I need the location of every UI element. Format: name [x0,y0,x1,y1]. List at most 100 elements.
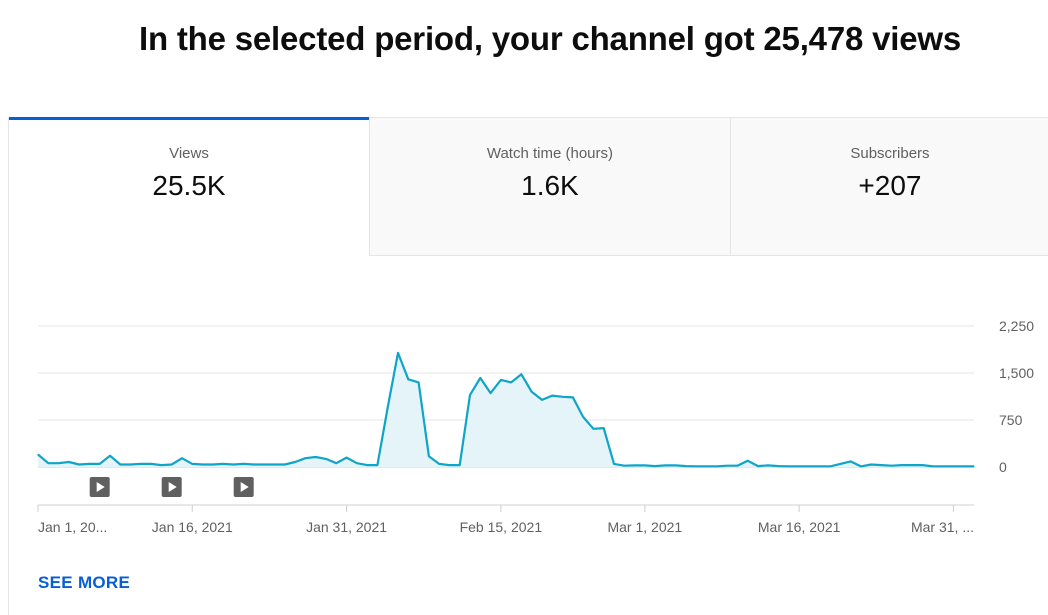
x-tick-label: Jan 16, 2021 [152,519,233,535]
y-tick-label: 1,500 [999,365,1034,381]
data-point [921,464,924,466]
data-point [551,394,553,397]
data-point [942,465,944,467]
data-point [726,465,728,467]
video-marker-play-icon[interactable] [233,477,254,497]
data-point [387,406,389,409]
data-point [129,463,132,466]
series-area [38,352,974,467]
data-point [489,392,492,394]
data-point [880,464,883,466]
page-title: In the selected period, your channel got… [138,20,961,57]
data-point [376,464,379,466]
data-point [695,465,697,467]
x-tick-label: Jan 1, 20... [38,519,107,535]
data-point [57,462,60,464]
data-point [417,381,420,383]
data-point [603,427,605,429]
y-tick-label: 750 [999,412,1023,428]
tab-watch-time[interactable]: Watch time (hours) 1.6K [368,117,730,256]
data-point [253,463,255,466]
data-point [68,461,70,463]
data-point [448,464,451,466]
data-point [510,381,512,383]
data-point [860,465,862,467]
data-point [520,373,523,375]
data-point [428,455,430,457]
data-point [160,464,163,466]
x-tick-label: Jan 31, 2021 [306,519,387,535]
video-marker-play-icon[interactable] [161,477,182,497]
tab-views-label: Views [169,145,209,162]
data-point [88,463,91,465]
data-point [366,464,368,466]
data-point [304,457,307,459]
data-point [325,458,327,460]
x-tick-label: Feb 15, 2021 [460,519,543,535]
data-point [736,465,739,467]
data-point [633,464,636,467]
data-point [757,465,759,467]
data-point [201,463,204,466]
tab-subscribers[interactable]: Subscribers +207 [729,117,1048,256]
tab-watch-time-label: Watch time (hours) [486,145,613,162]
data-point [664,464,667,467]
data-point [705,465,708,467]
y-tick-label: 2,250 [999,318,1034,334]
data-point [582,416,584,418]
data-point [356,462,358,464]
tab-subscribers-label: Subscribers [850,145,930,162]
data-point [140,463,142,465]
data-point [438,463,440,465]
video-marker-play-icon[interactable] [89,477,110,497]
data-point [191,463,193,465]
data-point [808,465,811,467]
data-point [181,457,183,459]
series-line [37,351,974,468]
data-point [243,463,245,465]
tab-watch-time-value: 1.6K [521,170,579,201]
data-point [839,463,841,465]
data-point [654,465,656,467]
data-point [99,463,101,465]
data-point [397,352,399,354]
data-point [37,453,39,456]
data-point [232,463,235,466]
data-point [541,399,543,401]
data-point [685,465,687,467]
data-point [716,465,718,467]
data-point [531,391,533,393]
data-point [819,465,821,467]
data-point [171,463,173,466]
data-point [798,465,800,467]
data-point [561,396,564,398]
data-point [479,377,481,379]
y-tick-label: 0 [999,459,1007,475]
data-point [675,464,677,467]
data-point [777,465,780,467]
data-point [963,465,965,467]
data-point [469,394,471,396]
data-point [273,463,276,466]
tab-subscribers-value: +207 [858,170,922,201]
tab-views-value: 25.5K [152,170,226,201]
data-point [849,460,852,462]
data-point [47,462,49,464]
data-point [284,463,286,466]
data-point [870,463,872,466]
data-point [973,465,975,467]
data-point [150,463,152,465]
data-point [222,463,224,465]
data-point [263,463,265,466]
x-tick-label: Mar 1, 2021 [607,519,682,535]
data-point [315,456,317,458]
data-point [500,379,502,381]
data-point [294,461,296,463]
data-point [901,464,903,466]
data-point [767,464,769,467]
tab-views[interactable]: Views 25.5K [9,117,369,256]
data-point [119,463,121,466]
see-more-link[interactable]: SEE MORE [38,573,131,592]
data-point [891,465,893,467]
